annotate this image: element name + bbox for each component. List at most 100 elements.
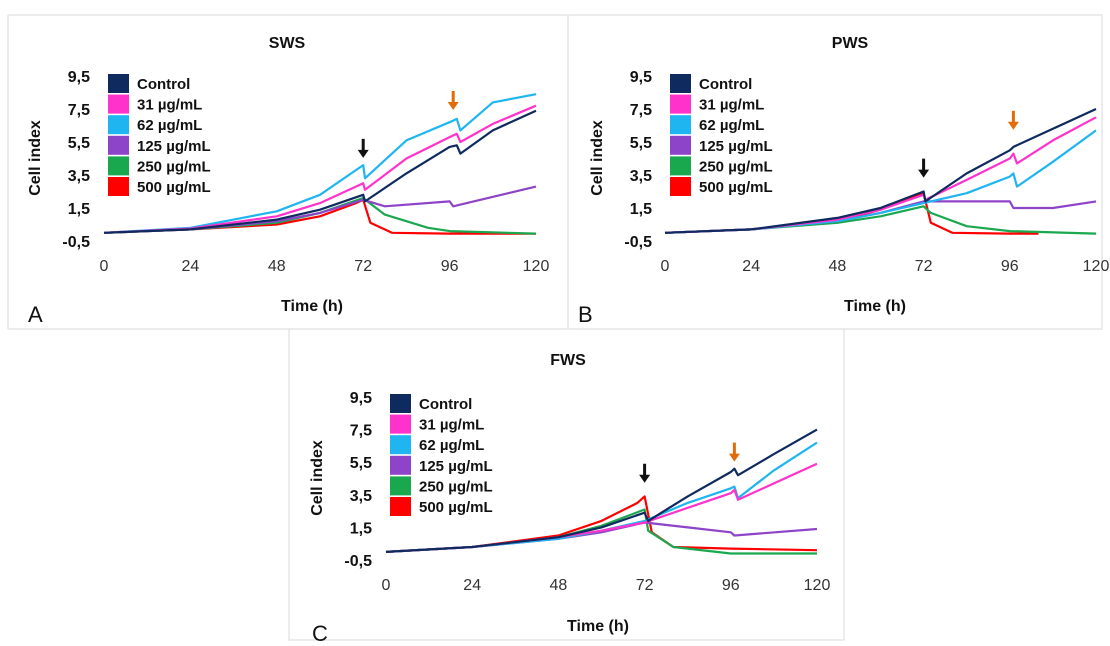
x-tick-label: 48 [268, 258, 286, 275]
x-tick-label: 72 [354, 258, 372, 275]
x-tick-label: 72 [636, 577, 654, 594]
y-tick-label: 1,5 [350, 520, 372, 537]
y-tick-label: 9,5 [350, 390, 372, 407]
panel-letter: C [312, 621, 328, 646]
legend-label: 250 µg/mL [699, 158, 773, 175]
treatment-arrow [918, 158, 930, 178]
series-line-2 [664, 116, 1097, 234]
legend-label: 500 µg/mL [699, 179, 773, 196]
legend-label: 250 µg/mL [137, 158, 211, 175]
x-tick-label: 48 [550, 577, 568, 594]
legend-label: 31 µg/mL [419, 417, 484, 434]
second-treatment-arrow [1007, 110, 1019, 130]
x-tick-label: 96 [722, 577, 740, 594]
chart-title: SWS [269, 35, 306, 52]
x-axis-title: Time (h) [567, 618, 629, 635]
legend-label: 125 µg/mL [419, 458, 493, 475]
legend-swatch [108, 156, 129, 176]
legend-label: 62 µg/mL [137, 117, 202, 134]
legend-swatch [390, 455, 411, 475]
y-tick-label: 9,5 [630, 69, 652, 86]
x-tick-label: 120 [804, 577, 831, 594]
legend-swatch [108, 115, 129, 135]
chart-title: FWS [550, 352, 586, 369]
legend-swatch [108, 135, 129, 155]
x-axis-title: Time (h) [844, 298, 906, 315]
series-line-1 [103, 109, 537, 234]
second-treatment-arrow [728, 442, 740, 462]
legend-label: 62 µg/mL [699, 117, 764, 134]
legend-label: 62 µg/mL [419, 437, 484, 454]
legend-swatch [390, 394, 411, 413]
x-axis-title: Time (h) [281, 298, 343, 315]
x-tick-label: 0 [382, 577, 391, 594]
y-tick-label: 3,5 [350, 488, 372, 505]
legend-label: Control [419, 396, 472, 413]
y-tick-label: -0,5 [344, 553, 372, 570]
y-tick-label: 1,5 [630, 201, 652, 218]
y-tick-label: 5,5 [630, 135, 652, 152]
legend-swatch [670, 115, 691, 135]
legend-label: 125 µg/mL [699, 138, 773, 155]
treatment-arrow [639, 463, 651, 483]
plot-marks: 9,5 7,5 5,5 3,5 1,5 -0,5 0 24 48 72 96 120 Control 31… [624, 69, 1109, 275]
legend-label: 31 µg/mL [699, 97, 764, 114]
legend-swatch [390, 497, 411, 516]
x-tick-label: 72 [915, 258, 933, 275]
second-treatment-arrow [447, 91, 459, 110]
legend-label: 31 µg/mL [137, 97, 202, 114]
y-tick-label: 7,5 [630, 102, 652, 119]
chart-title: PWS [832, 35, 869, 52]
x-tick-label: 24 [463, 577, 481, 594]
treatment-arrow [357, 138, 369, 158]
x-tick-label: 48 [829, 258, 847, 275]
legend-swatch [670, 135, 691, 155]
x-tick-label: 96 [1001, 258, 1019, 275]
y-axis-title: Cell index [309, 440, 326, 516]
legend-swatch [108, 177, 129, 196]
y-tick-label: 3,5 [68, 168, 90, 185]
legend-swatch [108, 94, 129, 114]
series-line-1 [385, 428, 818, 553]
legend-label: Control [137, 76, 190, 93]
x-tick-label: 120 [1083, 258, 1110, 275]
legend-swatch [390, 476, 411, 496]
legend-swatch [670, 94, 691, 114]
y-axis-title: Cell index [589, 120, 606, 196]
y-tick-label: 7,5 [350, 423, 372, 440]
y-tick-label: 7,5 [68, 102, 90, 119]
series-line-1 [664, 108, 1097, 234]
x-tick-label: 24 [182, 258, 200, 275]
legend-swatch [390, 435, 411, 455]
legend-label: 125 µg/mL [137, 138, 211, 155]
legend-label: 500 µg/mL [137, 179, 211, 196]
y-tick-label: 5,5 [350, 455, 372, 472]
panel-letter: A [28, 302, 43, 327]
legend-swatch [390, 414, 411, 434]
legend-label: 500 µg/mL [419, 499, 493, 516]
y-tick-label: -0,5 [62, 234, 90, 251]
legend-swatch [670, 74, 691, 93]
plot-marks: 9,5 7,5 5,5 3,5 1,5 -0,5 0 24 48 72 96 120 Control 31… [344, 390, 830, 594]
legend-swatch [670, 177, 691, 196]
panel-letter: B [578, 302, 593, 327]
y-tick-label: 1,5 [68, 201, 90, 218]
y-axis-title: Cell index [27, 120, 44, 196]
series-line-2 [103, 104, 537, 234]
x-tick-label: 96 [441, 258, 459, 275]
y-tick-label: 3,5 [630, 168, 652, 185]
x-tick-label: 0 [100, 258, 109, 275]
y-tick-label: 9,5 [68, 69, 90, 86]
legend-label: Control [699, 76, 752, 93]
legend-swatch [108, 74, 129, 93]
y-tick-label: 5,5 [68, 135, 90, 152]
x-tick-label: 0 [661, 258, 670, 275]
x-tick-label: 24 [742, 258, 760, 275]
legend-swatch [670, 156, 691, 176]
legend-label: 250 µg/mL [419, 478, 493, 495]
y-tick-label: -0,5 [624, 234, 652, 251]
